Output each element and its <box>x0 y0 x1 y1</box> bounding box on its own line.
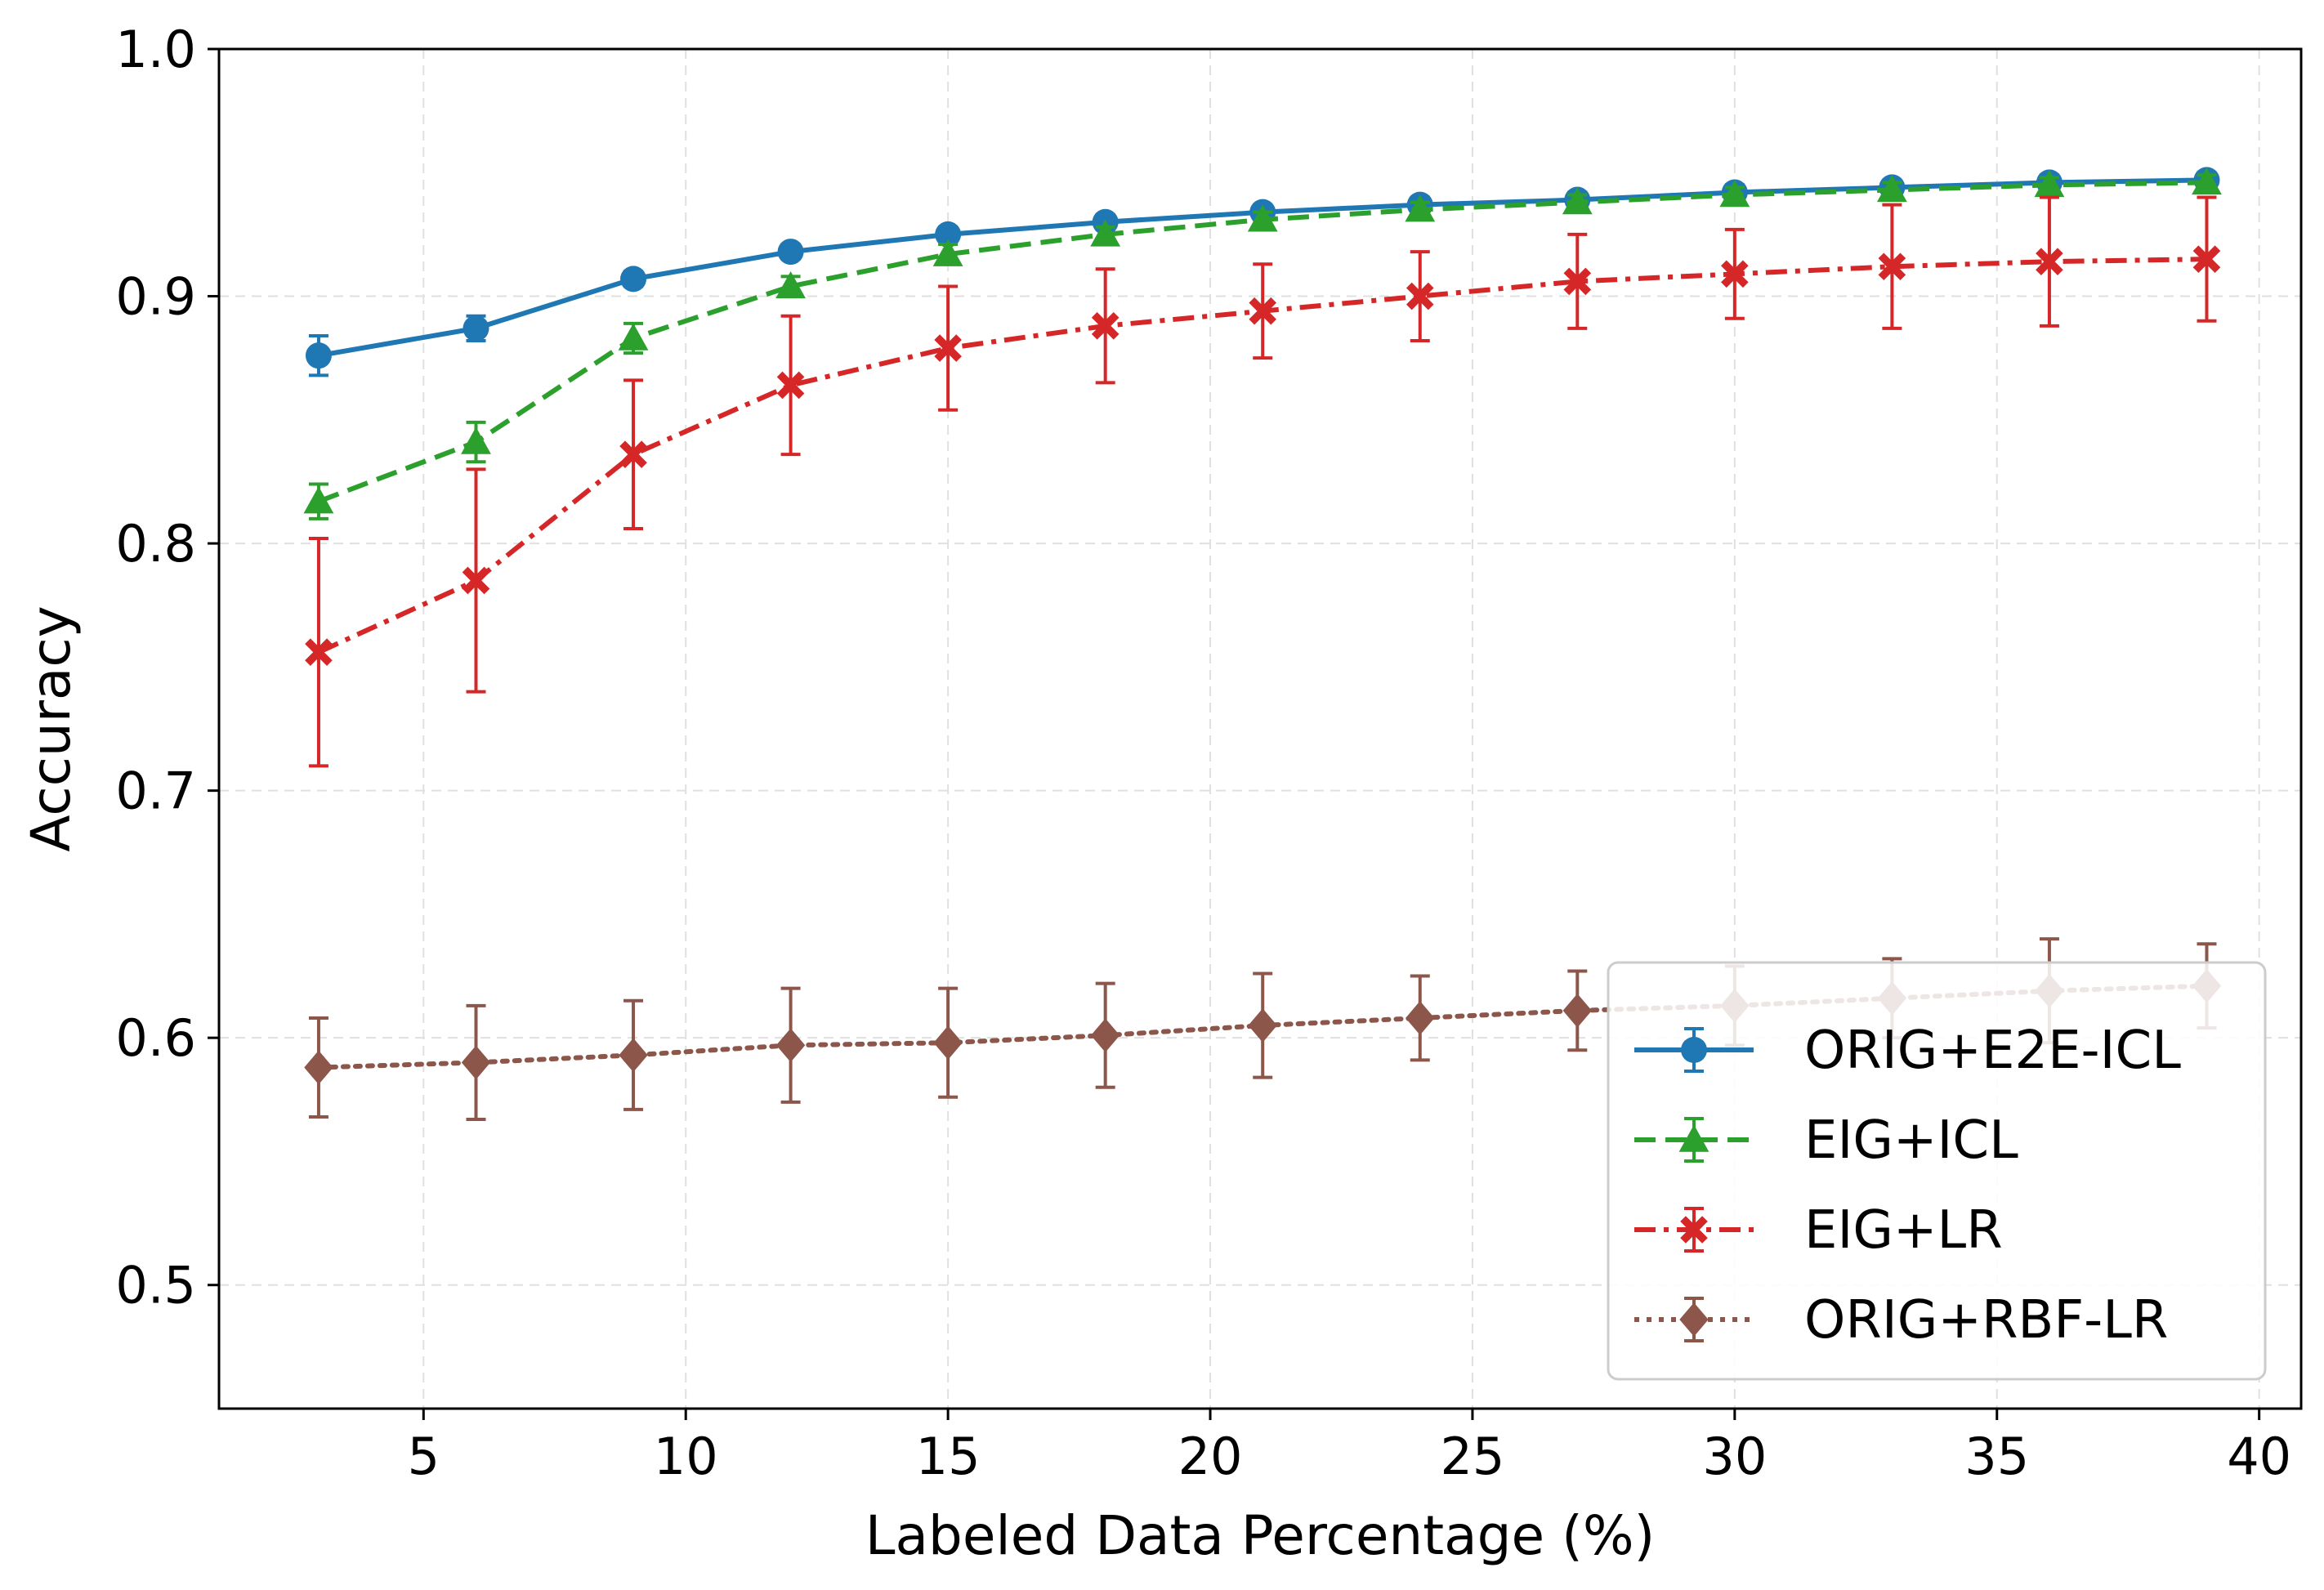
data-point <box>305 638 333 667</box>
data-point <box>934 334 962 362</box>
data-point <box>1876 175 1907 203</box>
y-tick-label: 1.0 <box>115 20 196 79</box>
data-point <box>1406 1001 1435 1035</box>
legend-marker <box>1679 1302 1709 1337</box>
x-tick-label: 35 <box>1964 1427 2029 1486</box>
data-point <box>775 1028 806 1063</box>
data-point <box>935 221 962 248</box>
data-point <box>1091 312 1120 340</box>
y-tick-label: 0.7 <box>115 762 196 821</box>
data-point <box>1406 282 1434 310</box>
data-point <box>2192 245 2221 273</box>
x-axis-label: Labeled Data Percentage (%) <box>865 1504 1656 1567</box>
data-point <box>2036 248 2063 275</box>
plot-frame <box>217 47 2303 1410</box>
legend-label: ORIG+RBF-LR <box>1804 1290 2168 1351</box>
data-point <box>1563 267 1592 296</box>
series-eig-icl <box>303 167 2222 520</box>
data-point <box>933 1025 963 1061</box>
data-point <box>1090 219 1121 247</box>
x-tick-label: 40 <box>2227 1427 2291 1486</box>
legend-items: ORIG+E2E-ICL EIG+ICL EIG+LR ORIG+RBF-LR <box>1634 1021 2181 1351</box>
legend-marker <box>1678 1124 1709 1152</box>
data-point <box>305 342 332 369</box>
data-point <box>620 266 647 293</box>
data-point <box>1562 994 1592 1028</box>
data-point <box>303 486 334 514</box>
data-point <box>1721 260 1749 288</box>
data-point <box>304 1050 333 1085</box>
x-tick-label: 10 <box>654 1427 718 1486</box>
data-point <box>2192 167 2222 195</box>
data-point <box>1719 180 1750 208</box>
legend-marker <box>1681 1037 1707 1063</box>
y-tick-label: 0.6 <box>115 1008 196 1068</box>
data-point <box>775 271 806 299</box>
legend-item: EIG+ICL <box>1634 1110 2018 1171</box>
data-point <box>619 440 647 468</box>
data-point <box>462 566 490 595</box>
legend-marker <box>1680 1216 1708 1244</box>
y-tick-label: 0.8 <box>115 514 196 574</box>
series-eig-lr <box>305 195 2221 768</box>
y-tick-label: 0.5 <box>115 1256 196 1315</box>
legend-item: ORIG+E2E-ICL <box>1634 1021 2181 1081</box>
x-tick-label: 30 <box>1702 1427 1767 1486</box>
data-point <box>461 427 491 454</box>
y-tick-label: 0.9 <box>115 267 196 327</box>
data-point <box>1248 1008 1277 1043</box>
data-point <box>618 323 649 351</box>
x-tick-label: 15 <box>916 1427 981 1486</box>
data-point <box>461 1045 491 1080</box>
data-point <box>1562 187 1593 215</box>
data-point <box>1247 204 1278 232</box>
data-point <box>2034 170 2065 198</box>
data-point <box>1249 297 1277 325</box>
x-tick-label: 20 <box>1178 1427 1243 1486</box>
legend-item: ORIG+RBF-LR <box>1634 1290 2168 1351</box>
x-tick-label: 5 <box>408 1427 440 1486</box>
legend-item: EIG+LR <box>1634 1200 2003 1261</box>
legend-box <box>1607 961 2267 1381</box>
legend-label: EIG+ICL <box>1804 1110 2018 1171</box>
legend: ORIG+E2E-ICL EIG+ICL EIG+LR ORIG+RBF-LR <box>1607 961 2267 1381</box>
legend-label: ORIG+E2E-ICL <box>1804 1021 2181 1081</box>
axis-ticks: 5 10 15 20 25 30 35 40 0.5 0.6 0.7 0.8 0.9 1.0 <box>115 20 2291 1486</box>
data-point <box>777 239 804 266</box>
legend-label: EIG+LR <box>1804 1200 2003 1261</box>
x-tick-label: 25 <box>1440 1427 1504 1486</box>
y-axis-label: Accuracy <box>20 605 83 851</box>
data-point <box>1405 194 1436 222</box>
data-point <box>463 315 489 342</box>
data-point <box>1090 1018 1120 1052</box>
data-point <box>619 1038 648 1073</box>
data-point <box>1878 252 1906 281</box>
data-point <box>932 239 963 266</box>
data-point <box>776 371 805 400</box>
